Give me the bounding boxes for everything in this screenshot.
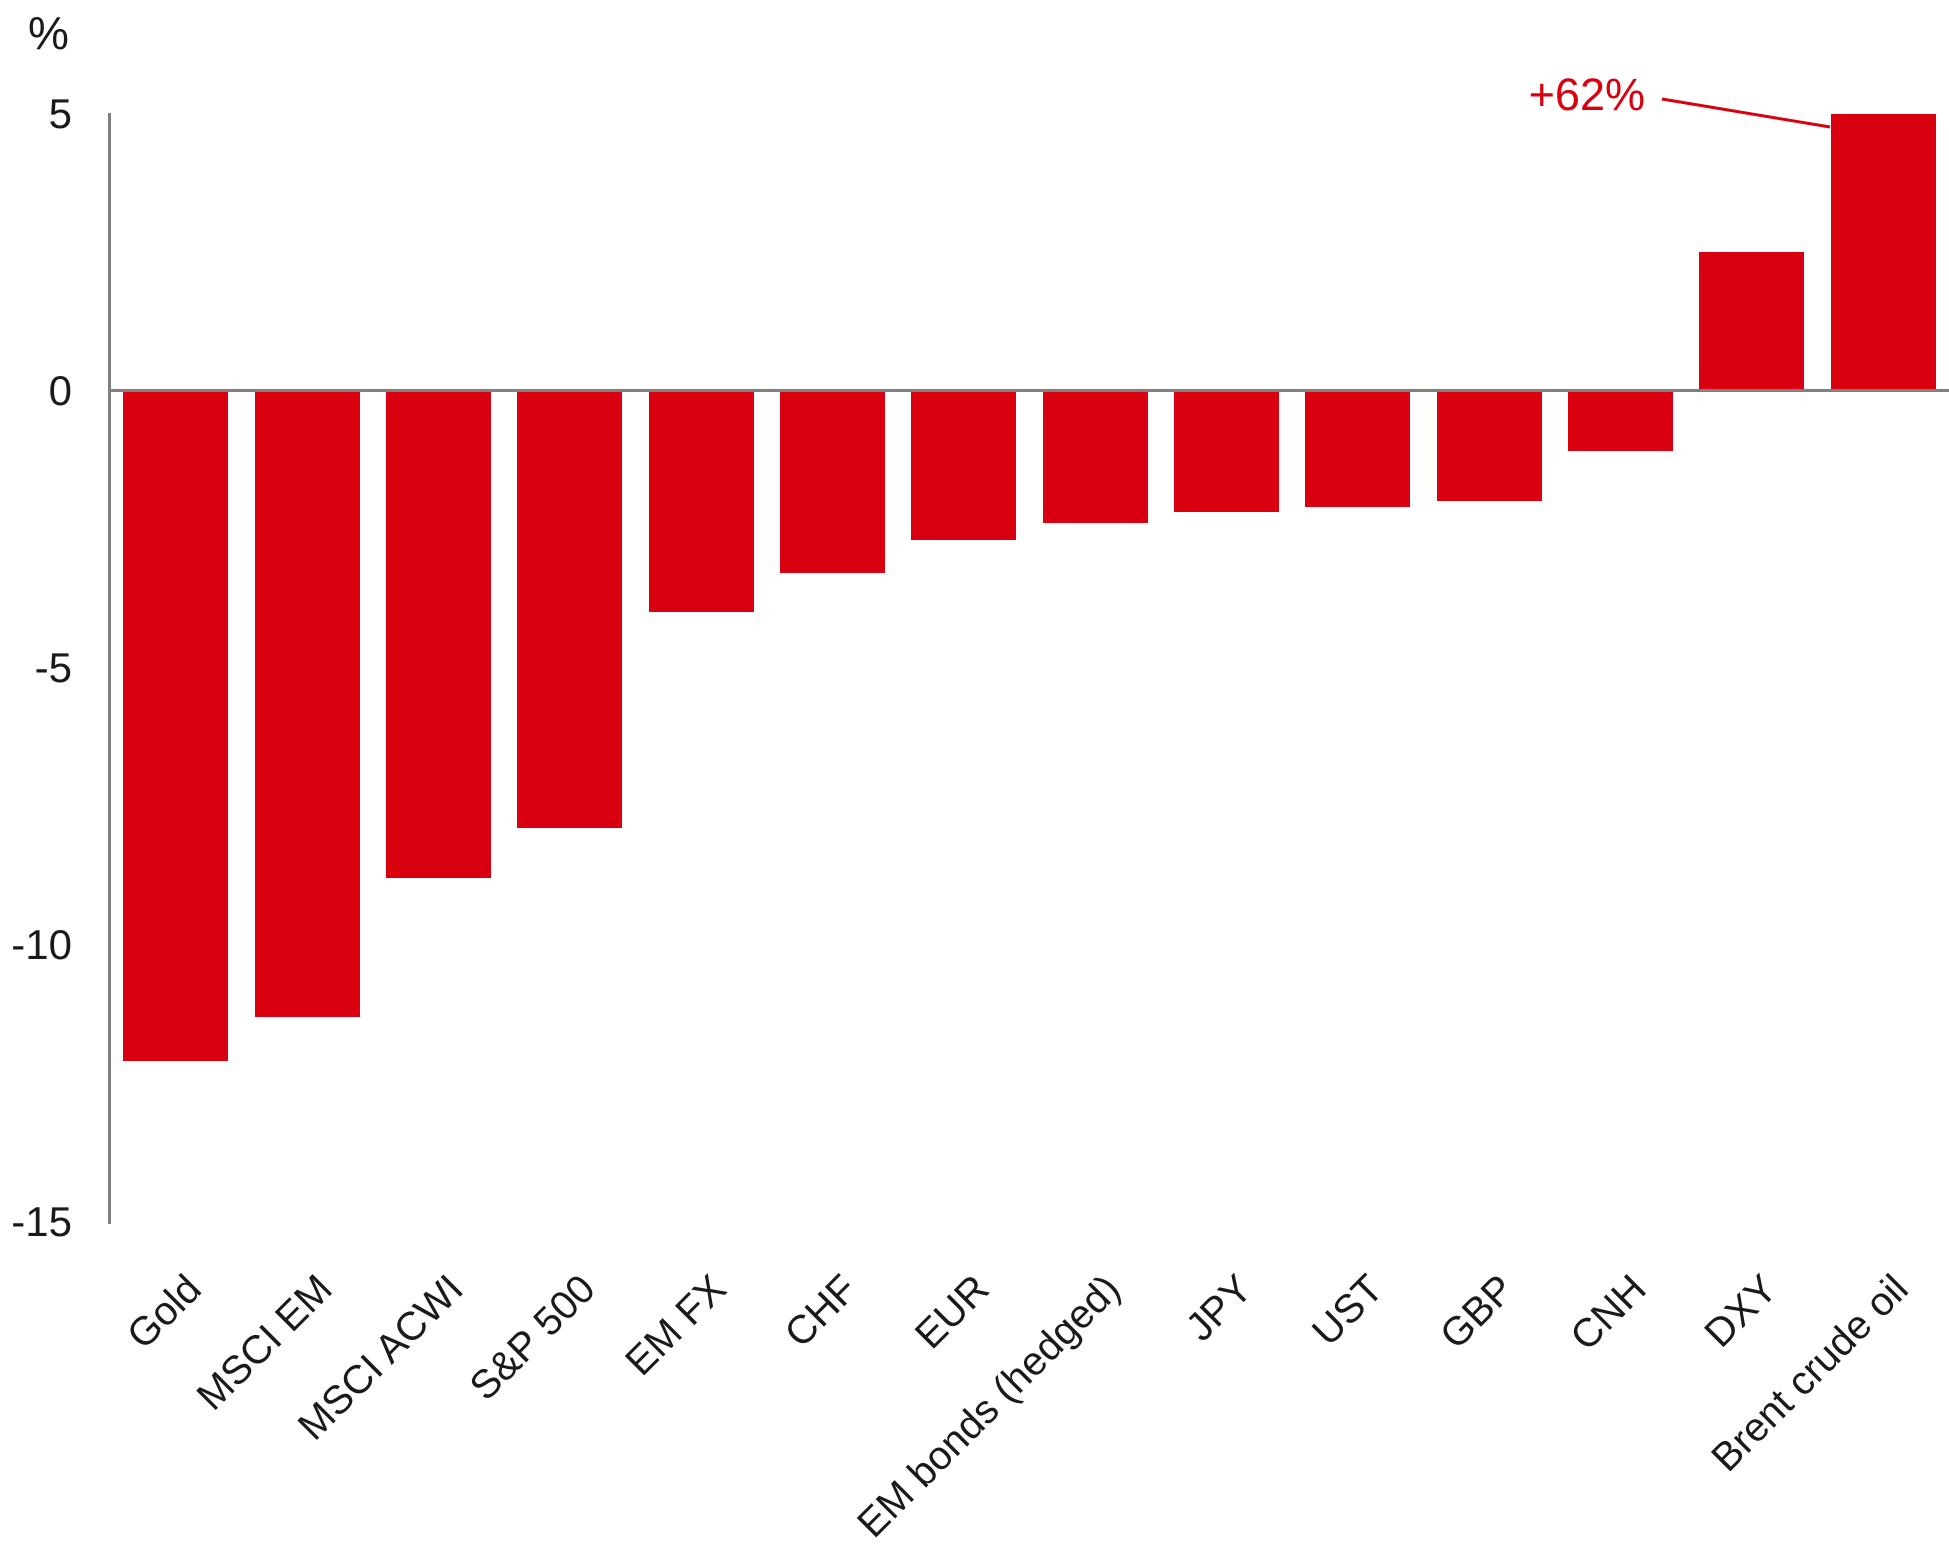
x-axis-label: EUR [906, 1266, 998, 1358]
x-axis-label: CHF [776, 1266, 867, 1356]
x-axis-label: S&P 500 [461, 1266, 604, 1409]
x-axis-label: EM FX [617, 1266, 735, 1385]
x-axis-label: UST [1303, 1266, 1392, 1355]
bar-gbp [1436, 390, 1542, 502]
annotation-label: +62% [1528, 69, 1645, 120]
y-axis-unit-label: % [28, 7, 69, 59]
y-axis-line [108, 113, 111, 1224]
x-axis-label: JPY [1177, 1266, 1261, 1350]
bar-eur [911, 390, 1017, 541]
bar-em-bonds-hedged- [1042, 390, 1148, 524]
x-axis-label: EM bonds (hedged) [849, 1266, 1129, 1547]
x-axis-label: CNH [1561, 1266, 1655, 1359]
bar-jpy [1174, 390, 1280, 513]
bar-em-fx [648, 390, 754, 613]
bar-gold [123, 390, 229, 1061]
bar-brent-crude-oil [1830, 113, 1936, 391]
zero-baseline [108, 389, 1949, 392]
x-axis-label: GBP [1432, 1266, 1523, 1358]
bar-msci-em [254, 390, 360, 1017]
bar-ust [1305, 390, 1411, 507]
y-tick-label: 5 [48, 89, 72, 137]
bar-s-p-500 [517, 390, 623, 829]
x-axis-label: DXY [1696, 1266, 1786, 1356]
y-tick-label: 0 [48, 366, 72, 414]
bar-dxy [1699, 252, 1805, 391]
x-axis-label: Gold [118, 1266, 210, 1358]
y-tick-label: -5 [34, 643, 72, 691]
bar-cnh [1568, 390, 1674, 452]
bar-msci-acwi [385, 390, 491, 879]
y-tick-label: -10 [11, 920, 72, 968]
bar-chf [779, 390, 885, 574]
y-tick-label: -15 [11, 1197, 72, 1245]
